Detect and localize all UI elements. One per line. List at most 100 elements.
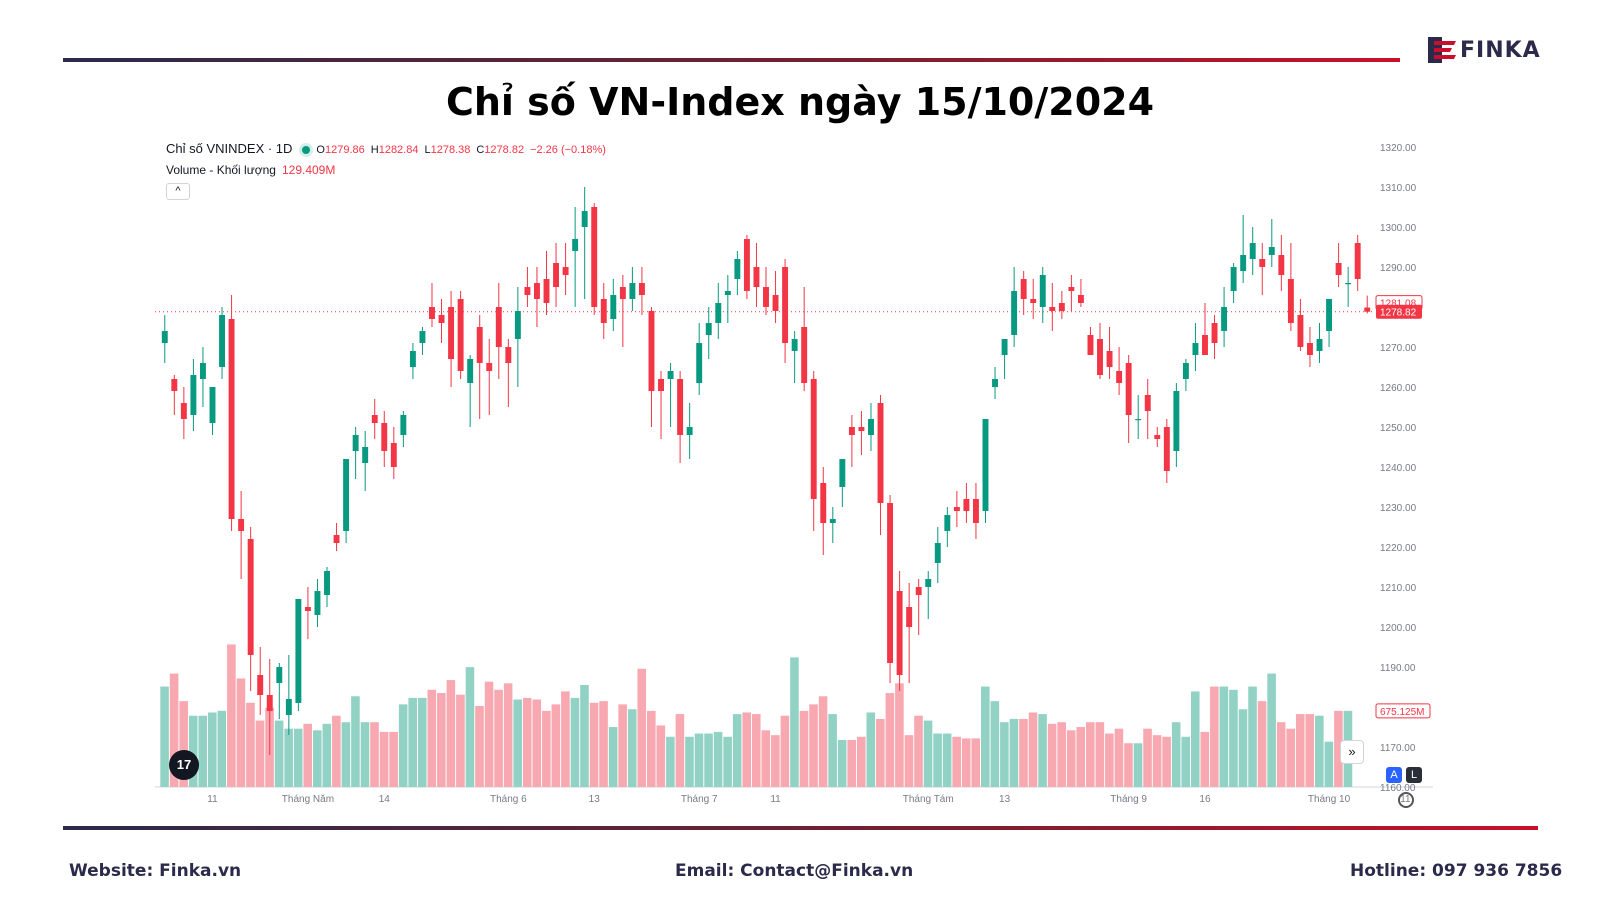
candle-body <box>1049 307 1056 311</box>
symbol-label[interactable]: Chỉ số VNINDEX · 1D <box>166 141 293 156</box>
x-tick-label: 11 <box>207 794 218 805</box>
candle-body <box>791 339 798 351</box>
header-divider <box>63 58 1400 62</box>
x-tick-label: Tháng Tám <box>903 794 954 805</box>
volume-bar <box>208 712 217 787</box>
volume-bar <box>856 736 866 787</box>
volume-label[interactable]: Volume - Khối lượng <box>166 163 276 177</box>
volume-bar <box>818 696 828 787</box>
candle-body <box>648 311 655 391</box>
high-value: 1282.84 <box>378 144 419 156</box>
candle-body <box>887 503 894 663</box>
volume-bar <box>1028 712 1038 787</box>
volume-bar <box>627 709 637 787</box>
volume-bar <box>580 684 589 787</box>
candle-body <box>1192 343 1199 355</box>
candle-body <box>514 311 521 339</box>
footer-hotline[interactable]: Hotline: 097 936 7856 <box>1350 861 1563 881</box>
candle-body <box>992 379 998 387</box>
candle-body <box>295 599 302 703</box>
volume-bar <box>312 730 322 787</box>
candle-body <box>534 283 540 299</box>
candle-body <box>581 211 588 227</box>
volume-bar <box>1238 709 1248 787</box>
volume-bar <box>732 714 742 787</box>
candle-body <box>343 459 350 531</box>
volume-bar <box>532 699 542 787</box>
volume-bar <box>513 699 522 787</box>
candle-body <box>610 295 617 319</box>
volume-bar <box>1047 723 1057 787</box>
candle-body <box>801 327 808 383</box>
volume-bar <box>188 715 198 787</box>
candle-body <box>772 295 779 311</box>
volume-bar <box>1305 714 1315 787</box>
candle-body <box>314 591 321 615</box>
scroll-to-realtime-button[interactable]: » <box>1340 740 1364 764</box>
candle-body <box>1144 395 1151 411</box>
volume-bar <box>1181 736 1191 787</box>
volume-bar <box>332 715 341 787</box>
candle-body <box>906 607 913 627</box>
candle-body <box>495 307 502 347</box>
volume-bar <box>1124 743 1133 787</box>
candle-body <box>1259 259 1266 267</box>
volume-bar <box>1162 736 1171 787</box>
candle-body <box>1020 279 1027 299</box>
candle-body <box>1278 255 1285 275</box>
volume-bar <box>274 720 284 787</box>
candle-body <box>1011 291 1018 335</box>
volume-bar <box>417 697 427 787</box>
volume-bar <box>1000 722 1009 787</box>
candle-body <box>619 287 626 299</box>
close-value: 1278.82 <box>484 144 525 156</box>
y-tick-label: 1270.00 <box>1380 343 1417 354</box>
candle-body <box>1221 307 1228 331</box>
y-tick-label: 1190.00 <box>1380 663 1416 674</box>
y-tick-label: 1160.00 <box>1380 783 1416 794</box>
volume-bar <box>1286 728 1295 787</box>
candle-body <box>1249 243 1256 259</box>
y-tick-label: 1230.00 <box>1380 503 1417 514</box>
volume-bar <box>322 723 332 787</box>
candle-body <box>1163 427 1170 471</box>
footer-website[interactable]: Website: Finka.vn <box>69 861 242 881</box>
candle-body <box>285 699 292 715</box>
volume-bar <box>1009 718 1019 787</box>
volume-value-label: 675.125M <box>1380 707 1424 718</box>
volume-bar <box>942 733 952 787</box>
volume-bar <box>723 736 732 787</box>
candle-body <box>572 239 579 251</box>
candle-body <box>1335 263 1342 275</box>
candle-body <box>1039 275 1046 307</box>
candle-body <box>724 291 731 295</box>
collapse-legend-button[interactable]: ^ <box>166 183 190 200</box>
volume-bar <box>1200 731 1210 787</box>
volume-bar <box>570 697 580 787</box>
auto-scale-button[interactable]: A <box>1386 767 1402 783</box>
tradingview-logo[interactable]: 17 <box>169 750 199 780</box>
candle-body <box>705 323 712 335</box>
x-tick-label: Tháng 9 <box>1110 794 1147 805</box>
log-scale-button[interactable]: L <box>1406 767 1422 783</box>
candle-body <box>638 283 645 295</box>
x-tick-label: 14 <box>379 794 391 805</box>
y-tick-label: 1260.00 <box>1380 383 1417 394</box>
last-price-label: 1278.82 <box>1380 308 1417 319</box>
volume-bar <box>494 689 503 787</box>
gear-icon[interactable] <box>1398 792 1414 808</box>
volume-bar <box>1295 714 1305 787</box>
finka-logo-icon <box>1428 35 1458 65</box>
x-tick-label: 13 <box>589 794 601 805</box>
page-title: Chỉ số VN-Index ngày 15/10/2024 <box>445 80 1155 124</box>
volume-bar <box>389 731 398 787</box>
volume-bar <box>847 740 856 787</box>
candle-body <box>629 283 636 299</box>
candle-body <box>1182 363 1189 379</box>
y-tick-label: 1240.00 <box>1380 463 1417 474</box>
volume-bar <box>685 736 694 787</box>
footer-divider <box>63 826 1538 830</box>
footer-email[interactable]: Email: Contact@Finka.vn <box>675 861 914 881</box>
candle-body <box>362 447 369 463</box>
candle-body <box>1326 299 1333 331</box>
